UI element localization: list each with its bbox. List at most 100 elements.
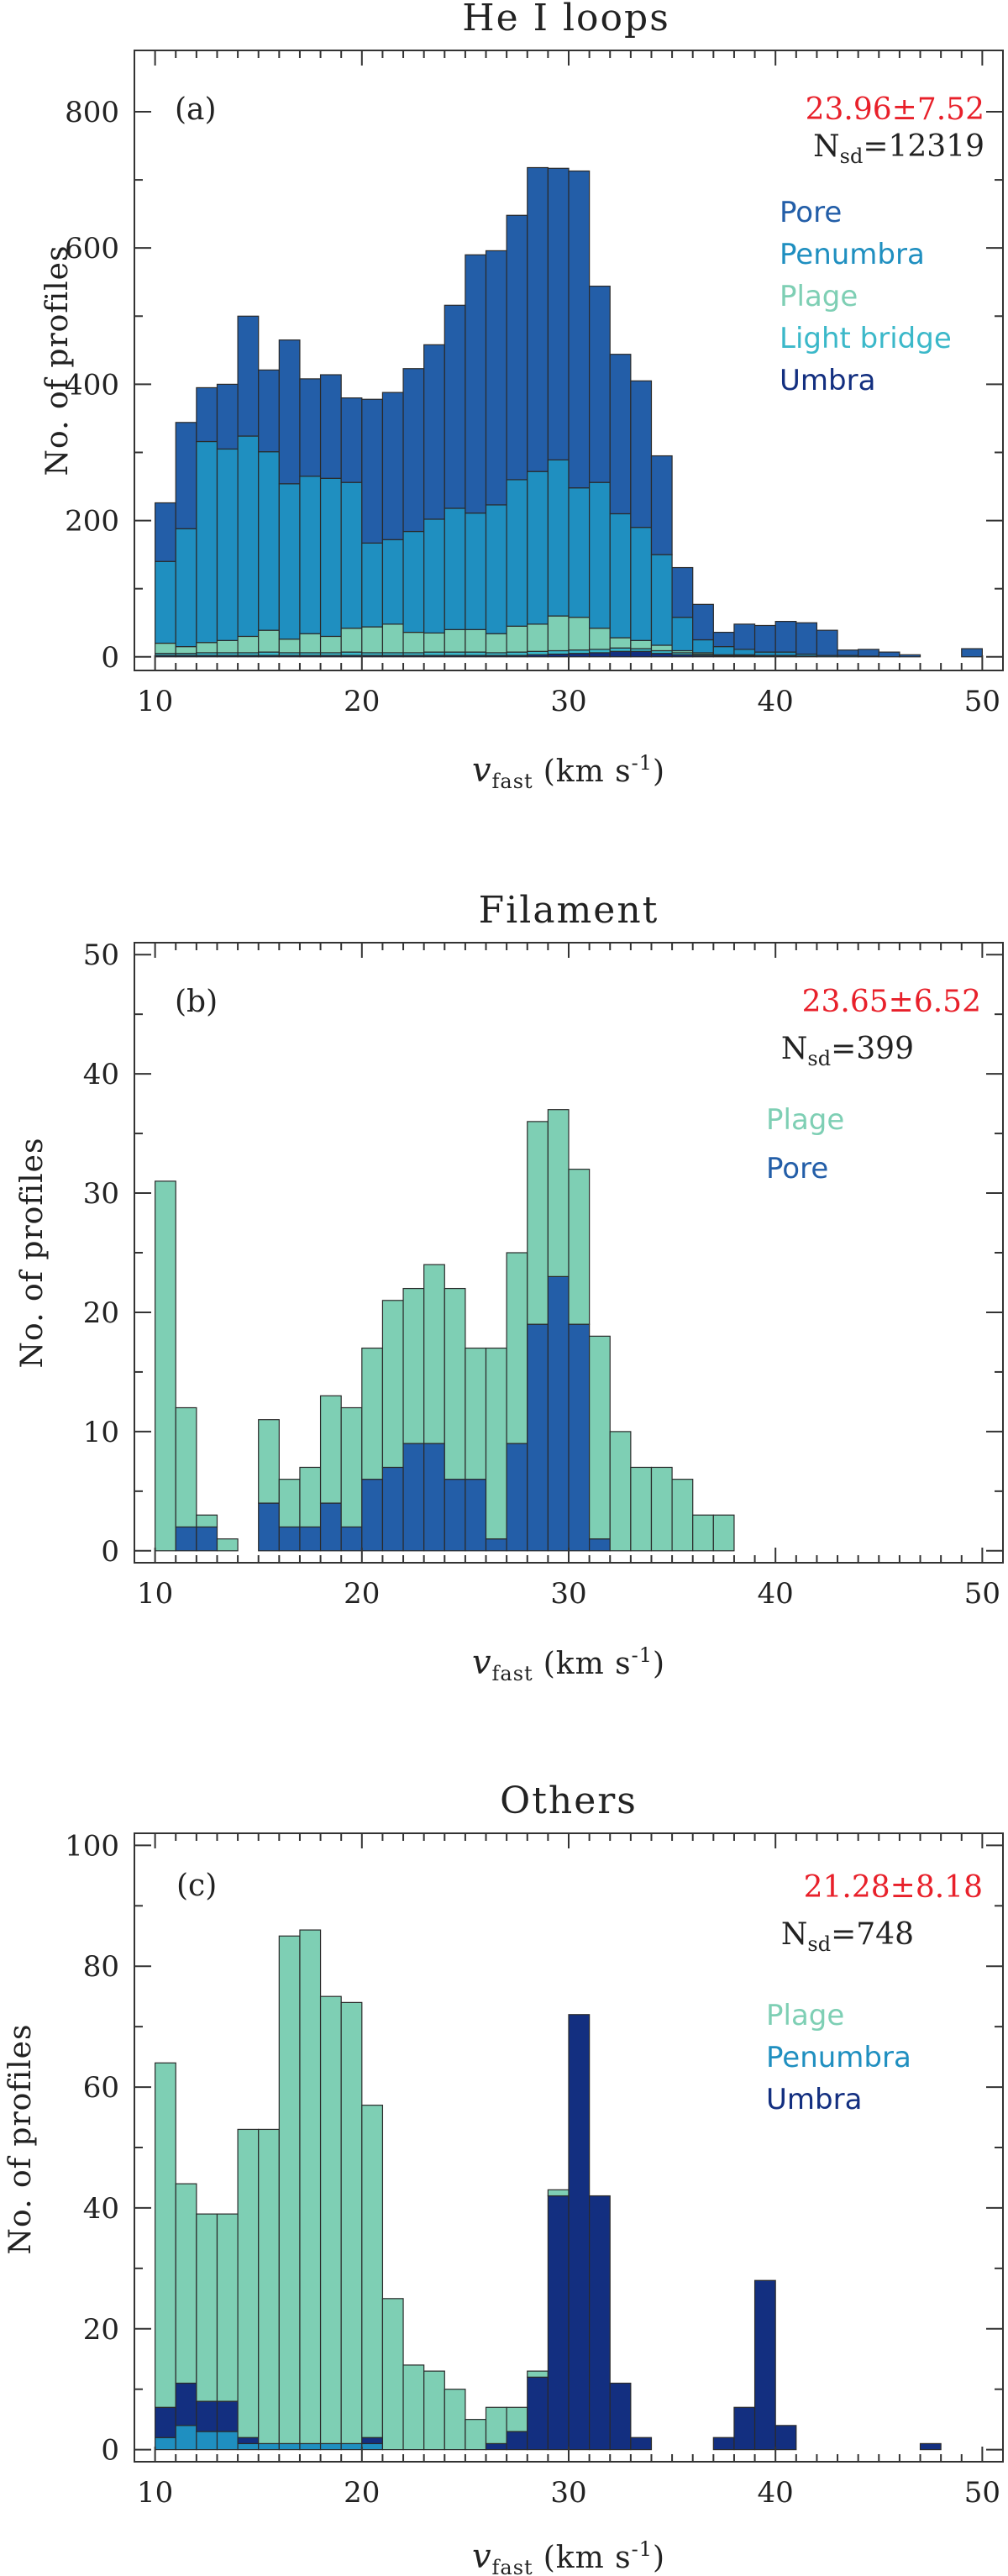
y-tick-label: 800 — [65, 96, 119, 129]
bar-umbra-bin-37 — [712, 2437, 735, 2451]
bar-plage-bin-13 — [216, 639, 239, 654]
bar-umbra-bin-32 — [609, 2382, 632, 2451]
panel-title: He I loops — [462, 0, 670, 39]
y-tick-label: 0 — [101, 1535, 119, 1569]
bar-plage-bin-29 — [547, 1109, 570, 1277]
bar-plage-bin-24 — [444, 628, 466, 653]
bar-penumbra-bin-12 — [196, 2431, 218, 2451]
bar-light-bridge-bin-31 — [589, 649, 611, 654]
bar-pore-bin-34 — [650, 455, 673, 555]
bar-plage-bin-17 — [299, 633, 322, 654]
y-axis-label: No. of profiles — [15, 1138, 50, 1369]
bar-pore-bin-19 — [340, 1526, 363, 1552]
bar-penumbra-bin-14 — [237, 435, 260, 638]
bar-penumbra-bin-16 — [278, 2442, 301, 2451]
bar-umbra-bin-31 — [589, 652, 611, 658]
bar-plage-bin-12 — [196, 642, 218, 654]
nsd-label: Nsd=399 — [781, 1032, 914, 1070]
bar-plage-bin-22 — [402, 1287, 425, 1444]
bar-umbra-bin-27 — [506, 2431, 528, 2451]
panel-label: (c) — [176, 1869, 217, 1903]
bar-penumbra-bin-33 — [630, 527, 653, 641]
bar-plage-bin-34 — [650, 644, 673, 652]
bar-pore-bin-24 — [444, 304, 466, 509]
bar-plage-bin-15 — [258, 629, 280, 653]
bar-pore-bin-44 — [858, 649, 879, 657]
bar-plage-bin-16 — [278, 1935, 301, 2445]
bar-light-bridge-bin-24 — [444, 651, 466, 656]
bar-pore-bin-43 — [837, 649, 859, 656]
bar-penumbra-bin-15 — [258, 2442, 280, 2451]
bar-penumbra-bin-19 — [340, 481, 363, 629]
nsd-label: Nsd=748 — [781, 1917, 914, 1956]
bar-pore-bin-46 — [899, 654, 921, 658]
bar-plage-bin-22 — [402, 2364, 425, 2451]
bar-pore-bin-41 — [795, 622, 818, 655]
bar-penumbra-bin-25 — [465, 513, 487, 630]
bar-penumbra-bin-15 — [258, 451, 280, 631]
nsd-subscript: sd — [807, 1932, 831, 1956]
bar-penumbra-bin-37 — [712, 646, 735, 655]
bar-penumbra-bin-19 — [340, 2442, 363, 2451]
x-axis-close: ) — [653, 1647, 665, 1681]
y-tick-label: 10 — [83, 1416, 119, 1449]
bar-plage-bin-21 — [381, 623, 404, 654]
x-axis-exponent: -1 — [632, 2537, 653, 2561]
bar-stack-group — [155, 166, 983, 658]
bar-penumbra-bin-21 — [381, 539, 404, 625]
bar-pore-bin-25 — [465, 254, 487, 514]
x-axis-label: vfast (km s-1) — [472, 751, 665, 793]
bar-pore-bin-15 — [258, 1502, 280, 1552]
bar-pore-bin-27 — [506, 1443, 528, 1552]
bar-umbra-bin-34 — [650, 653, 673, 658]
mean-label: 23.65±6.52 — [802, 985, 981, 1019]
bar-plage-bin-33 — [630, 1466, 653, 1552]
y-tick-label: 400 — [65, 368, 119, 402]
bar-stack-group — [155, 1929, 942, 2451]
x-tick-label: 40 — [758, 685, 794, 718]
bar-pore-bin-19 — [340, 397, 363, 483]
x-tick-label: 40 — [758, 1577, 794, 1611]
bar-umbra-bin-40 — [774, 2425, 797, 2451]
bar-pore-bin-40 — [774, 621, 797, 653]
bar-penumbra-bin-12 — [196, 440, 218, 644]
bar-stack-group — [155, 1109, 735, 1552]
y-tick-label: 40 — [83, 2192, 119, 2226]
bar-pore-bin-29 — [547, 167, 570, 461]
x-axis-subscript: fast — [492, 2556, 533, 2576]
nsd-symbol: N — [781, 1032, 808, 1066]
bar-penumbra-bin-30 — [568, 487, 591, 618]
x-tick-label: 50 — [964, 2476, 1000, 2510]
legend: Plage Pore — [766, 1103, 844, 1185]
bar-penumbra-bin-39 — [753, 651, 776, 656]
bar-light-bridge-bin-28 — [527, 650, 549, 655]
nsd-subscript: sd — [840, 145, 864, 168]
bar-pore-bin-17 — [299, 1526, 322, 1552]
bar-pore-bin-23 — [423, 344, 445, 520]
y-tick-label: 200 — [65, 505, 119, 539]
panel-title: Others — [500, 1780, 638, 1822]
bar-umbra-bin-28 — [527, 2376, 549, 2451]
bar-umbra-bin-12 — [196, 2400, 218, 2432]
bar-penumbra-bin-35 — [671, 617, 694, 652]
bar-pore-bin-29 — [547, 1275, 570, 1552]
y-tick-label: 100 — [65, 1829, 119, 1863]
bar-pore-bin-45 — [878, 651, 900, 658]
panel-label: (b) — [175, 985, 218, 1019]
bar-plage-bin-28 — [527, 623, 549, 652]
bar-plage-bin-25 — [465, 2419, 487, 2451]
bar-plage-bin-16 — [278, 639, 301, 654]
bar-plage-bin-11 — [175, 1406, 197, 1528]
bar-plage-bin-23 — [423, 1264, 445, 1444]
bar-pore-bin-26 — [485, 1538, 507, 1552]
x-tick-label: 20 — [344, 2476, 380, 2510]
bar-light-bridge-bin-29 — [547, 649, 570, 655]
bar-pore-bin-25 — [465, 1479, 487, 1552]
bar-penumbra-bin-38 — [733, 649, 756, 655]
bar-pore-bin-30 — [568, 1323, 591, 1552]
x-axis-subscript: fast — [492, 1662, 533, 1685]
bar-plage-bin-21 — [381, 1300, 404, 1469]
bar-plage-bin-33 — [630, 639, 653, 649]
panel-others: Others 10 20 30 40 50 0 20 40 60 80 100 (c) 21.28±… — [3, 1780, 1004, 2576]
bar-light-bridge-bin-30 — [568, 649, 591, 655]
